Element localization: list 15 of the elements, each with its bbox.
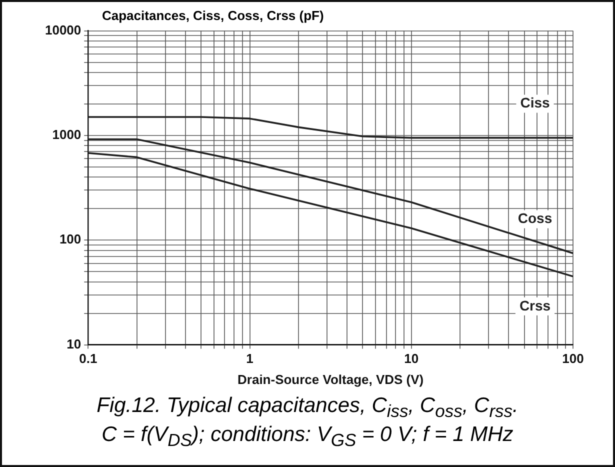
x-tick-label: 1 [246, 351, 254, 366]
series-label: Crss [519, 297, 551, 314]
series-label: Coss [518, 210, 552, 226]
y-tick-label: 10 [66, 336, 82, 352]
y-axis-title: Capacitances, Ciss, Coss, Crss (pF) [102, 8, 324, 23]
series-label: Ciss [520, 94, 550, 111]
caption: Fig.12. Typical capacitances, C$_{iss}$, C$_{oss}$, C$_{rss}$. [96, 394, 518, 422]
y-tick-label: 1000 [52, 127, 82, 142]
x-tick-label: 0.1 [79, 351, 98, 366]
x-axis-title: Drain-Source Voltage, VDS (V) [238, 372, 424, 387]
y-tick-label: 100 [59, 232, 82, 247]
y-tick-label: 10000 [44, 22, 82, 38]
text: C = f(V$_{DS}$); conditions: V$_{GS}$ = 0 V; f = 1 MHz [102, 423, 514, 450]
x-tick-label: 100 [562, 351, 584, 366]
x-tick-label: 10 [404, 351, 419, 366]
